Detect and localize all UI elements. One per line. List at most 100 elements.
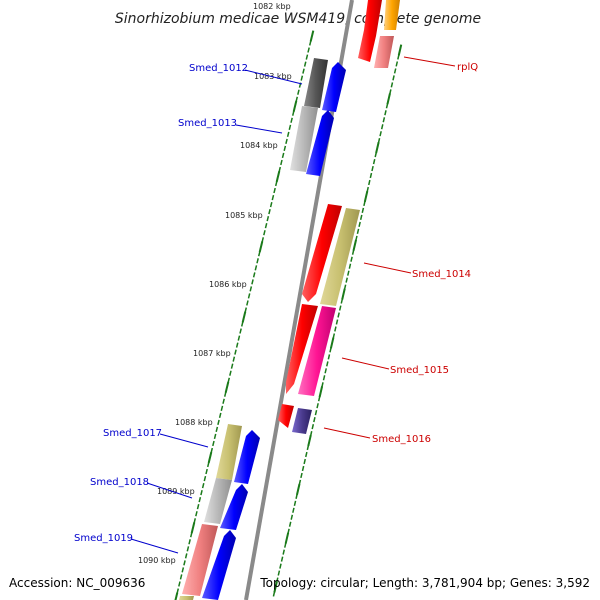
ruler-tick-minor [195,511,198,517]
right-tick-major [352,239,357,251]
ruler-tick-minor [188,539,191,545]
right-tick-minor [301,465,305,472]
ruler-tick-minor [240,321,244,327]
right-tick-minor [293,500,297,506]
ruler-label-1087: 1087 kbp [193,349,231,358]
right-tick-minor [359,214,363,220]
ruler-label-1084: 1084 kbp [240,141,278,150]
right-tick-minor [390,82,394,88]
ruler-tick-minor [234,349,237,355]
gene-label-smed-1017[interactable]: Smed_1017 [103,428,162,439]
gene-feature-rplQ[interactable] [374,36,394,68]
ruler-label-1085: 1085 kbp [225,211,263,220]
gene-feature-smed-1018-gray[interactable] [204,478,232,524]
ruler-tick-major [174,592,179,600]
right-tick-minor [350,256,353,262]
right-tick-minor [324,368,327,374]
right-tick-major [284,532,290,544]
ruler-tick-minor [184,553,188,559]
ruler-tick-minor [198,497,202,503]
right-tick-minor [384,110,387,116]
right-tick-minor [317,396,321,402]
right-tick-minor [335,319,339,325]
ruler-tick-minor [196,504,200,510]
gene-label-smed-1018[interactable]: Smed_1018 [90,477,149,488]
gene-feature-smed-1017-olive[interactable] [216,424,242,480]
ruler-tick-minor [217,419,220,426]
topology-text: Topology: circular; Length: 3,781,904 bp… [259,576,590,590]
gene-label-smed-1013[interactable]: Smed_1013 [178,118,237,129]
right-tick-minor [358,221,361,227]
ruler-tick-minor [291,110,295,116]
gene-feature-bottom-olive[interactable] [179,596,194,600]
ruler-tick-minor [251,279,254,285]
right-tick-minor [338,305,342,311]
gene-feature-red-3[interactable] [278,404,294,428]
ruler-tick-major [207,451,213,464]
ruler-tick-minor [200,489,203,496]
ruler-tick-minor [254,265,258,271]
gene-feature-smed-1015[interactable] [298,306,336,396]
right-tick-minor [288,521,292,527]
ruler-tick-minor [220,405,224,411]
gene-label-smed-1012[interactable]: Smed_1012 [189,63,248,74]
ruler-tick-minor [183,560,186,566]
ruler-tick-minor [264,223,268,229]
gene-feature-red-2[interactable] [286,304,318,394]
gene-feature-smed-1013-gray[interactable] [290,106,318,172]
accession-text: Accession: NC_009636 [9,576,145,590]
gene-feature-red-1[interactable] [302,204,342,302]
right-tick-minor [303,458,306,465]
right-tick-minor [306,444,310,451]
gene-label-smed-1016[interactable]: Smed_1016 [372,434,431,445]
gene-label-smed-1014[interactable]: Smed_1014 [412,269,471,280]
ruler-tick-minor [246,300,249,306]
right-tick-minor [316,403,319,409]
ruler-label-1088: 1088 kbp [175,418,213,427]
right-tick-minor [300,472,303,479]
gene-feature-smed-1014[interactable] [320,208,360,306]
gene-feature-smed-1017[interactable] [234,430,260,484]
ruler-tick-major [292,100,298,112]
right-tick-minor [295,493,298,499]
right-tick-major [318,386,324,398]
right-tick-minor [340,298,344,304]
ruler-tick-minor [303,61,307,67]
ruler-label-1089: 1089 kbp [157,487,195,496]
ruler-tick-minor [235,342,239,348]
gene-feature-smed-1019-salmon[interactable] [182,524,218,596]
right-tick-minor [374,152,378,158]
right-tick-minor [379,131,382,137]
ruler-tick-minor [213,433,217,440]
gene-feature-smed-1019[interactable] [202,530,236,600]
right-tick-minor [277,570,281,576]
right-tick-minor [279,563,282,569]
ruler-tick-minor [178,581,181,587]
right-tick-minor [382,117,386,123]
right-tick-minor [392,75,395,81]
ruler-tick-minor [269,201,273,208]
ruler-tick-minor [222,398,225,404]
gene-label-rplq[interactable]: rplQ [457,62,478,73]
ruler-tick-minor [302,68,305,74]
gene-feature-top-orange[interactable] [384,0,400,30]
ruler-tick-minor [307,47,310,53]
right-tick-minor [345,277,348,283]
right-tick-minor [372,158,376,165]
right-tick-minor [395,61,399,67]
right-tick-minor [397,54,400,60]
gene-label-smed-1019[interactable]: Smed_1019 [74,533,133,544]
gene-feature-smed-1012[interactable] [322,62,346,112]
ruler-tick-major [241,311,247,323]
genome-title: Sinorhizobium medicae WSM419, complete g… [115,11,481,27]
right-tick-minor [348,263,352,269]
right-tick-major [397,44,403,56]
ruler-tick-minor [232,356,236,362]
ruler-tick-minor [305,54,309,60]
gene-feature-smed-1012-gray[interactable] [304,58,328,108]
gene-label-smed-1015[interactable]: Smed_1015 [390,365,449,376]
gene-feature-smed-1018[interactable] [220,484,248,530]
gene-feature-top-red[interactable] [358,0,382,62]
gene-feature-smed-1016[interactable] [292,408,312,434]
gene-feature-smed-1013[interactable] [306,110,334,176]
